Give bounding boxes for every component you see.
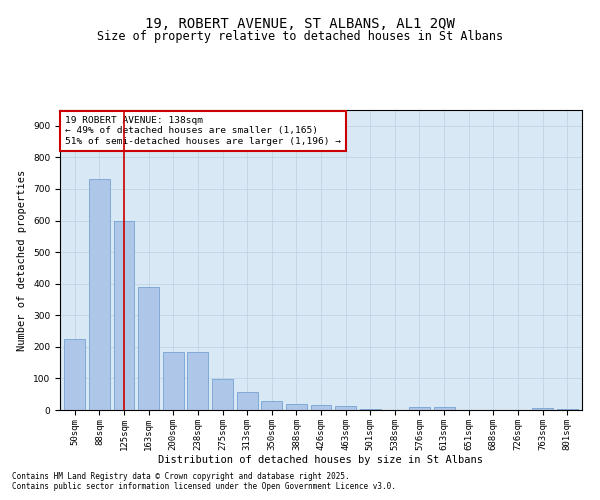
- Bar: [64, 339, 85, 410]
- Bar: [236, 392, 257, 410]
- Bar: [187, 352, 208, 410]
- Y-axis label: Number of detached properties: Number of detached properties: [17, 170, 28, 350]
- Text: 19, ROBERT AVENUE, ST ALBANS, AL1 2QW: 19, ROBERT AVENUE, ST ALBANS, AL1 2QW: [145, 18, 455, 32]
- Bar: [286, 404, 307, 410]
- Bar: [261, 401, 282, 410]
- X-axis label: Distribution of detached houses by size in St Albans: Distribution of detached houses by size …: [158, 456, 484, 466]
- Bar: [409, 407, 430, 410]
- Bar: [163, 352, 184, 410]
- Bar: [532, 408, 553, 410]
- Bar: [434, 408, 455, 410]
- Bar: [335, 406, 356, 410]
- Text: Contains HM Land Registry data © Crown copyright and database right 2025.: Contains HM Land Registry data © Crown c…: [12, 472, 350, 481]
- Bar: [138, 287, 159, 410]
- Text: 19 ROBERT AVENUE: 138sqm
← 49% of detached houses are smaller (1,165)
51% of sem: 19 ROBERT AVENUE: 138sqm ← 49% of detach…: [65, 116, 341, 146]
- Bar: [113, 220, 134, 410]
- Bar: [311, 405, 331, 410]
- Text: Contains public sector information licensed under the Open Government Licence v3: Contains public sector information licen…: [12, 482, 396, 491]
- Text: Size of property relative to detached houses in St Albans: Size of property relative to detached ho…: [97, 30, 503, 43]
- Bar: [360, 409, 381, 410]
- Bar: [212, 380, 233, 410]
- Bar: [89, 180, 110, 410]
